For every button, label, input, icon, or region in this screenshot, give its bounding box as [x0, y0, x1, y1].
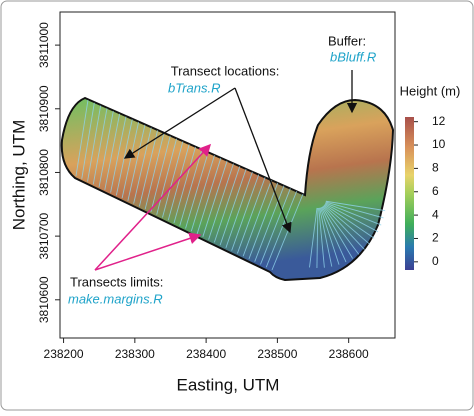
transect — [162, 141, 184, 218]
transect — [81, 102, 95, 179]
transect — [316, 207, 319, 268]
transect — [318, 207, 325, 268]
transect — [322, 206, 360, 255]
transect — [265, 191, 298, 268]
colorbar-tick-label: 0 — [432, 254, 439, 268]
transect — [127, 124, 146, 201]
transect — [325, 202, 382, 226]
transect — [75, 99, 89, 177]
transect — [260, 188, 291, 265]
annotation: Transects limits: — [70, 274, 163, 289]
transect — [98, 110, 114, 188]
colorbar-tick-label: 12 — [432, 114, 446, 128]
annotation: Buffer: — [328, 33, 366, 48]
y-tick-label: 3811000 — [37, 22, 51, 68]
transect — [121, 122, 140, 199]
x-tick-label: 238300 — [115, 347, 155, 361]
colorbar-tick-label: 10 — [432, 137, 446, 151]
x-tick-label: 238600 — [329, 347, 369, 361]
transect — [319, 207, 333, 267]
transect — [320, 207, 340, 265]
transect — [156, 138, 177, 215]
transect — [104, 113, 121, 190]
x-tick-label: 238400 — [186, 347, 226, 361]
transect — [231, 174, 260, 251]
transect — [225, 171, 253, 249]
transect — [185, 152, 209, 229]
annotation-script: make.margins.R — [68, 291, 163, 306]
transect — [167, 144, 190, 221]
plot-frame — [59, 11, 396, 339]
transect — [208, 163, 234, 240]
y-tick-label: 3810900 — [37, 85, 51, 132]
transect — [323, 205, 365, 250]
transect — [87, 105, 102, 182]
transect — [324, 203, 379, 233]
transect — [309, 207, 318, 268]
transect — [92, 108, 108, 185]
transect — [320, 207, 347, 263]
transect — [110, 116, 127, 193]
annotation-script: bTrans.R — [168, 80, 221, 95]
annotation-script: bBluff.R — [330, 49, 376, 64]
transect — [325, 200, 386, 212]
x-tick-label: 238500 — [257, 347, 297, 361]
transect — [248, 182, 279, 260]
annotation: Transect locations: — [171, 63, 280, 78]
x-axis-label: Easting, UTM — [177, 375, 280, 394]
transect — [236, 177, 266, 254]
colorbar-tick-label: 6 — [432, 184, 439, 198]
transect — [150, 135, 171, 213]
transect — [138, 130, 158, 207]
transect — [323, 204, 370, 245]
transect — [254, 185, 285, 262]
colorbar-tick-label: 2 — [432, 231, 439, 245]
transect — [325, 201, 384, 219]
arrow — [94, 143, 212, 271]
colorbar-tick-label: 4 — [432, 207, 439, 221]
colorbar-tick-label: 8 — [432, 161, 439, 175]
transect — [213, 166, 241, 243]
arrow — [123, 87, 236, 159]
y-tick-label: 3810700 — [37, 212, 51, 259]
arrow — [94, 232, 202, 271]
transect — [179, 149, 203, 226]
transect — [324, 204, 375, 239]
transect — [202, 160, 228, 237]
transect — [196, 157, 222, 235]
transect — [219, 168, 247, 246]
colorbar — [405, 117, 414, 270]
arrow — [234, 87, 292, 234]
transect — [133, 127, 152, 204]
transect — [321, 206, 354, 259]
y-tick-label: 3810800 — [37, 149, 51, 196]
colorbar-label: Height (m) — [400, 83, 461, 98]
transect — [144, 133, 165, 210]
transect — [190, 155, 215, 232]
y-axis-label: Northing, UTM — [9, 120, 28, 231]
transect — [242, 180, 272, 257]
x-tick-label: 238200 — [44, 347, 84, 361]
buffer-raster — [60, 96, 395, 282]
transect — [173, 146, 196, 224]
y-tick-label: 3810600 — [37, 276, 51, 323]
